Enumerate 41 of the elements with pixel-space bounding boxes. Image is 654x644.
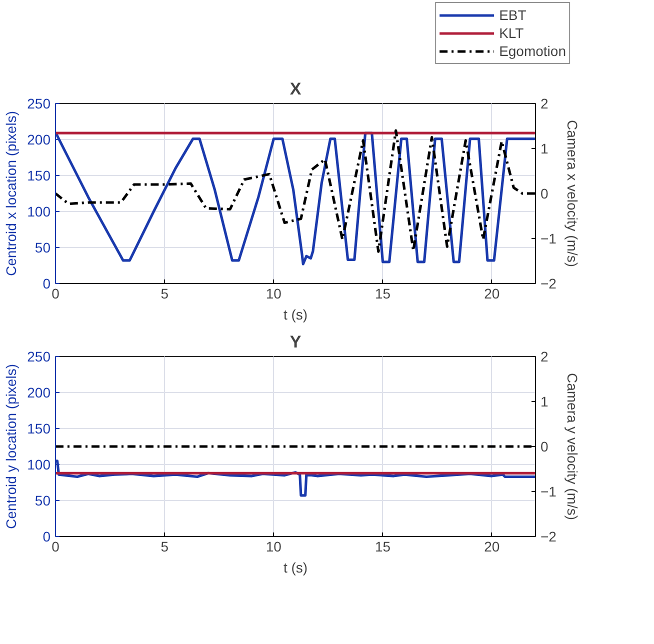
y-tick-label: 50 [34, 240, 51, 256]
y-tick-label: 250 [27, 348, 51, 364]
y-tick-label: 100 [27, 456, 51, 472]
y-tick-label: 150 [27, 420, 51, 436]
y2-tick-label: −1 [540, 484, 557, 500]
y-tick-label: 0 [42, 276, 51, 292]
y2-tick-label: 2 [540, 96, 548, 112]
x-tick-label: 10 [266, 286, 282, 302]
x-tick-label: 10 [266, 538, 282, 554]
chart-title: X [290, 80, 302, 98]
legend-label: KLT [499, 24, 524, 42]
chart-title: Y [290, 332, 302, 352]
x-tick-label: 20 [484, 538, 500, 554]
x-tick-label: 15 [374, 538, 391, 554]
y-tick-label: 100 [27, 204, 51, 220]
y-tick-label: 50 [34, 492, 51, 508]
y-tick-label: 0 [42, 528, 51, 544]
x-tick-label: 20 [484, 286, 500, 302]
y2-tick-label: 0 [540, 438, 548, 454]
y2-tick-label: −2 [540, 528, 557, 544]
x-axis-title: t (s) [283, 306, 308, 322]
y2-tick-label: 1 [540, 140, 548, 156]
y-tick-label: 200 [27, 384, 51, 400]
legend-label: EBT [499, 6, 526, 24]
y2-axis-title: Camera x velocity (m/s) [564, 120, 580, 268]
y2-tick-label: 2 [540, 348, 548, 364]
y2-axis-title: Camera y velocity (m/s) [564, 372, 580, 520]
y2-tick-label: −2 [540, 276, 557, 292]
y-tick-label: 200 [27, 132, 51, 148]
y-tick-label: 150 [27, 168, 51, 184]
x-tick-label: 5 [160, 286, 169, 302]
y2-tick-label: −1 [540, 230, 557, 246]
y2-tick-label: 0 [540, 186, 548, 202]
x-tick-label: 5 [160, 538, 169, 554]
y-tick-label: 250 [27, 96, 51, 112]
y-axis-title: Centroid x location (pixels) [3, 111, 20, 276]
x-tick-label: 15 [374, 286, 391, 302]
legend-label: Egomotion [499, 42, 566, 60]
x-axis-title: t (s) [283, 560, 308, 576]
y2-tick-label: 1 [540, 394, 548, 410]
y-axis-title: Centroid y location (pixels) [3, 364, 20, 529]
